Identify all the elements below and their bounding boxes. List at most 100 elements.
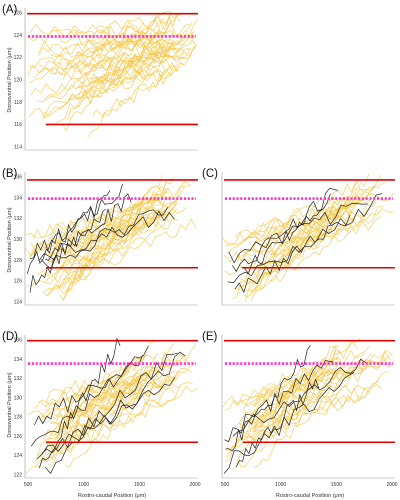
track-line bbox=[60, 207, 187, 269]
track-line bbox=[50, 31, 174, 75]
track-line bbox=[43, 206, 171, 292]
x-axis-label-d: Rostro-caudal Position (μm) bbox=[78, 493, 146, 499]
y-tick-label: 130 bbox=[14, 237, 23, 243]
highlight-track-line bbox=[235, 378, 320, 468]
track-line bbox=[244, 200, 348, 303]
y-tick-label: 124 bbox=[14, 33, 23, 39]
highlight-track-line bbox=[232, 358, 366, 437]
highlight-track-line bbox=[44, 351, 186, 475]
track-line bbox=[47, 204, 170, 263]
track-line bbox=[40, 378, 163, 421]
panel-c: (C) bbox=[202, 168, 395, 306]
track-line bbox=[234, 214, 363, 290]
y-tick-label: 136 bbox=[14, 175, 23, 181]
track-line bbox=[61, 28, 164, 132]
track-line bbox=[43, 195, 162, 246]
y-tick-label: 134 bbox=[14, 195, 23, 201]
highlight-track-line bbox=[41, 352, 178, 454]
track-line bbox=[75, 13, 179, 61]
track-line bbox=[62, 175, 163, 301]
panel-label-d: (D) bbox=[2, 331, 18, 343]
y-tick-label: 124 bbox=[14, 453, 23, 459]
x-axis-label-e: Rostro-caudal Position (μm) bbox=[276, 493, 344, 499]
panel-label-e: (E) bbox=[202, 331, 218, 343]
track-line bbox=[30, 213, 155, 252]
x-tick-label: 1500 bbox=[134, 482, 145, 488]
track-line bbox=[25, 199, 159, 239]
y-axis-label-a: Dorsoventral Position (μm) bbox=[7, 47, 13, 112]
track-line bbox=[54, 341, 154, 432]
plot-area-c bbox=[221, 172, 395, 306]
track-line bbox=[45, 181, 192, 258]
panel-b: (B) Dorsoventral Position (μm) 136 134 132… bbox=[2, 168, 198, 306]
track-line bbox=[53, 205, 150, 284]
x-tick-label: 500 bbox=[24, 482, 33, 488]
highlight-track-line bbox=[30, 183, 123, 259]
track-line bbox=[62, 46, 168, 80]
track-line bbox=[44, 352, 159, 408]
track-line bbox=[224, 217, 356, 276]
panel-a: (A) Dorsoventral Position (μm) 126 124 122… bbox=[2, 4, 199, 151]
track-line bbox=[57, 209, 178, 293]
y-tick-label: 124 bbox=[14, 300, 23, 306]
track-line bbox=[236, 382, 341, 468]
track-line bbox=[77, 71, 172, 100]
y-tick-label: 132 bbox=[14, 216, 23, 222]
y-tick-label: 126 bbox=[14, 11, 23, 17]
y-tick-label: 126 bbox=[14, 279, 23, 285]
highlight-track-line bbox=[34, 355, 143, 426]
track-line bbox=[223, 216, 381, 263]
y-tick-label: 128 bbox=[14, 258, 23, 264]
x-tick-label: 2000 bbox=[189, 482, 200, 488]
track-line bbox=[222, 186, 381, 246]
highlight-track-line bbox=[224, 360, 334, 443]
track-line bbox=[37, 30, 167, 57]
track-line bbox=[246, 199, 377, 257]
track-line bbox=[92, 62, 185, 118]
track-line bbox=[252, 381, 333, 432]
x-tick-label: 1500 bbox=[331, 482, 342, 488]
track-line bbox=[30, 69, 166, 96]
panel-d: (D) Dorsoventral Position (μm) Rostro-ca… bbox=[2, 331, 201, 499]
highlight-track-line bbox=[29, 208, 106, 293]
y-tick-label: 118 bbox=[14, 100, 22, 106]
track-line bbox=[62, 55, 189, 107]
y-tick-label: 128 bbox=[14, 415, 23, 421]
track-line bbox=[65, 23, 190, 69]
y-tick-label: 134 bbox=[14, 357, 23, 363]
y-tick-label: 116 bbox=[14, 122, 22, 128]
plot-area-b: 136 134 132 130 128 126 124 bbox=[14, 172, 198, 306]
highlight-track-line bbox=[225, 345, 311, 452]
track-line bbox=[66, 379, 171, 454]
track-line bbox=[252, 173, 370, 278]
y-tick-label: 132 bbox=[14, 376, 23, 382]
x-tick-label: 2000 bbox=[386, 482, 397, 488]
panel-label-a: (A) bbox=[2, 4, 18, 16]
x-tick-label: 1000 bbox=[78, 482, 89, 488]
track-line bbox=[234, 383, 383, 448]
track-line bbox=[41, 354, 189, 425]
highlight-track-line bbox=[41, 207, 169, 270]
track-line bbox=[71, 185, 185, 280]
track-line bbox=[25, 382, 193, 474]
track-line bbox=[38, 13, 176, 102]
track-line bbox=[34, 360, 182, 410]
highlight-track-line bbox=[39, 337, 121, 469]
track-line bbox=[37, 359, 180, 405]
track-line bbox=[30, 185, 191, 257]
track-line bbox=[64, 218, 197, 280]
highlight-track-line bbox=[232, 187, 338, 273]
track-line bbox=[77, 35, 196, 89]
highlight-track-line bbox=[227, 193, 383, 283]
track-line bbox=[33, 184, 168, 252]
track-line bbox=[45, 48, 181, 101]
y-axis-label-d: Dorsoventral Position (μm) bbox=[7, 372, 13, 437]
y-tick-label: 122 bbox=[14, 55, 23, 61]
highlight-track-line bbox=[223, 371, 355, 474]
y-tick-label: 136 bbox=[14, 338, 23, 344]
plot-area-a: 126 124 122 120 118 116 114 bbox=[14, 8, 199, 151]
x-tick-label: 1000 bbox=[275, 482, 286, 488]
track-line bbox=[36, 378, 143, 457]
